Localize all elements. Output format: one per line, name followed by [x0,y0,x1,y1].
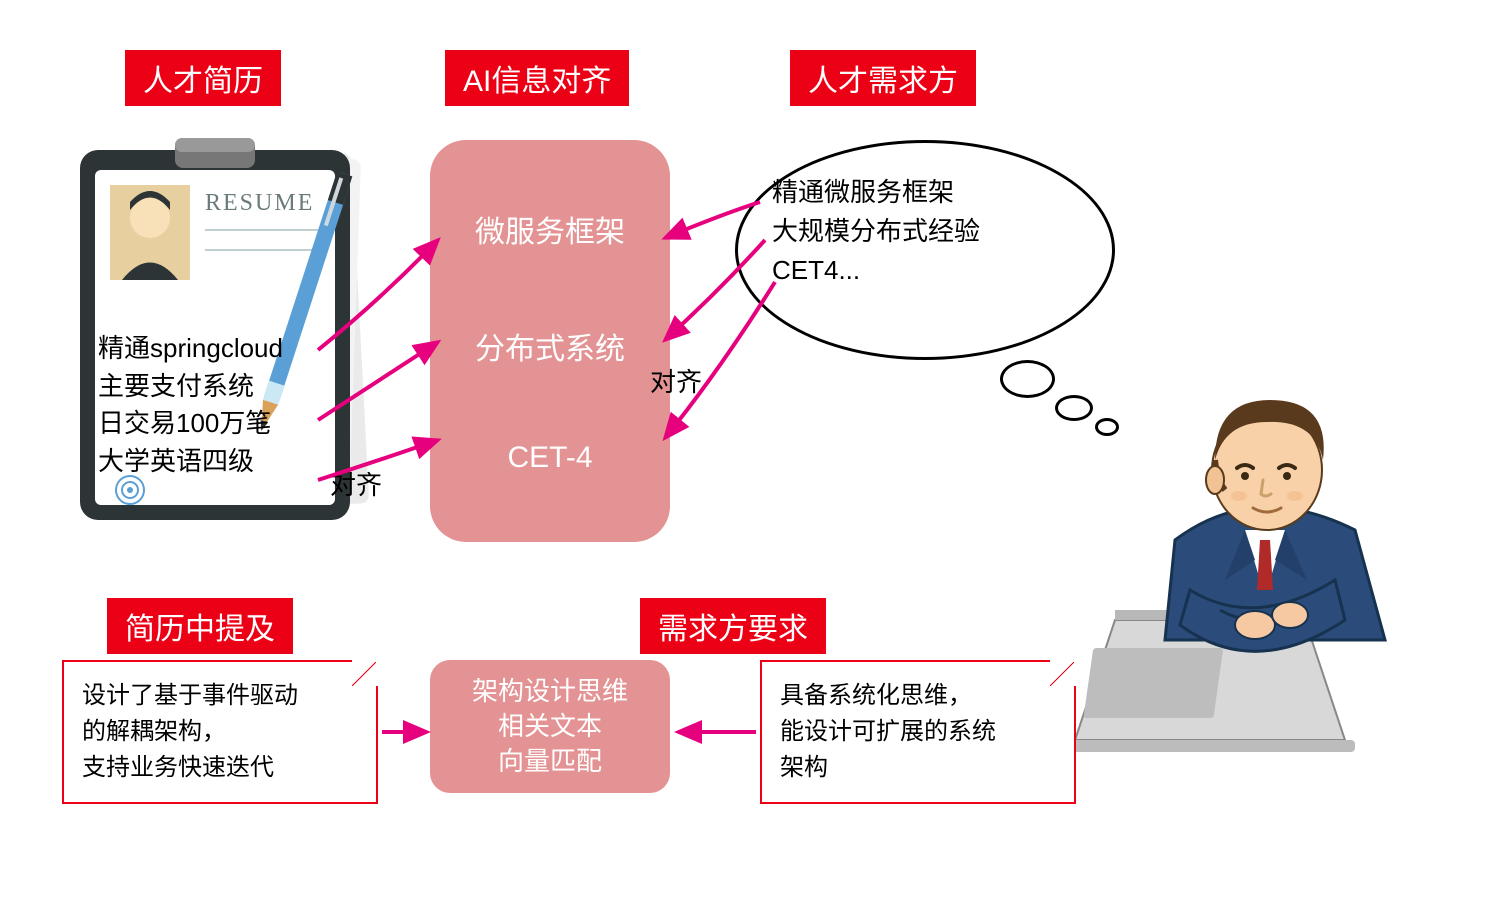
label-demand: 人才需求方 [790,50,976,106]
ai-center-box: 微服务框架 分布式系统 CET-4 [430,140,670,542]
bottom-right-text: 具备系统化思维， 能设计可扩展的系统 架构 [780,682,996,781]
bubble-dot [1000,360,1055,398]
bubble-line: CET4... [772,251,1078,290]
label-ai-align: AI信息对齐 [445,50,629,106]
center-item: CET-4 [507,441,592,475]
bottom-right-box: 具备系统化思维， 能设计可扩展的系统 架构 [760,660,1076,804]
center-item: 分布式系统 [475,324,625,368]
bottom-center-box: 架构设计思维 相关文本 向量匹配 [430,660,670,793]
svg-text:RESUME: RESUME [205,190,314,216]
bottom-center-text: 架构设计思维 相关文本 向量匹配 [472,676,628,776]
label-resume: 人才简历 [125,50,281,106]
bubble-line: 大规模分布式经验 [772,212,1078,251]
bubble-line: 精通微服务框架 [772,173,1078,212]
align-label-right: 对齐 [650,362,702,399]
businessman-illustration [1055,280,1485,800]
resume-line: 大学英语四级 [98,443,283,481]
label-demand-req: 需求方要求 [640,598,826,654]
center-item: 微服务框架 [475,207,625,251]
resume-line: 主要支付系统 [98,368,283,406]
resume-lines: 精通springcloud 主要支付系统 日交易100万笔 大学英语四级 [98,330,283,481]
label-resume-mention: 简历中提及 [107,598,293,654]
bottom-left-box: 设计了基于事件驱动 的解耦架构， 支持业务快速迭代 [62,660,378,804]
resume-line: 精通springcloud [98,330,283,368]
align-label-left: 对齐 [330,465,382,502]
bottom-left-text: 设计了基于事件驱动 的解耦架构， 支持业务快速迭代 [82,682,298,781]
resume-line: 日交易100万笔 [98,405,283,443]
